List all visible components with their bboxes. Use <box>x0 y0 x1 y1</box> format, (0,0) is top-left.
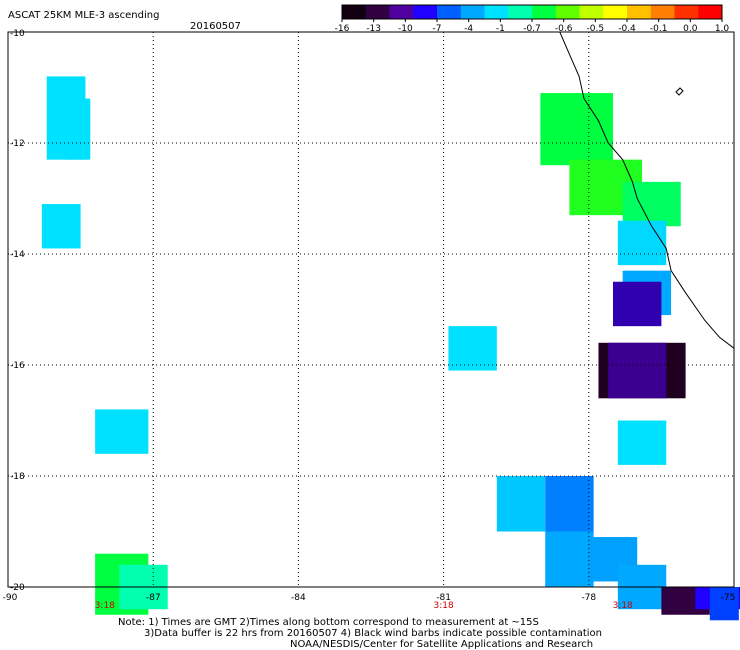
colorbar-label: -16 <box>335 24 350 34</box>
wind-cell-23 <box>709 587 739 621</box>
colorbar-swatch <box>437 5 462 19</box>
island-outline <box>675 87 684 96</box>
wind-cell-3 <box>95 409 149 454</box>
colorbar-swatch <box>603 5 628 19</box>
colorbar-swatch <box>698 5 723 19</box>
lat-tick-label: -14 <box>10 250 25 260</box>
colorbar-swatch <box>532 5 557 19</box>
colorbar-label: -1 <box>496 24 505 34</box>
product-date: 20160507 <box>190 21 241 32</box>
wind-cell-8 <box>545 476 594 532</box>
lat-tick-label: -16 <box>10 361 25 371</box>
colorbar-label: -0.1 <box>650 24 668 34</box>
lon-tick-label: -78 <box>581 593 596 603</box>
wind-cell-9 <box>545 531 594 587</box>
wind-cell-17 <box>613 281 662 327</box>
time-label: 3:18 <box>95 601 115 611</box>
lon-tick-label: -90 <box>3 593 18 603</box>
colorbar-swatch <box>650 5 675 19</box>
lat-tick-label: -20 <box>10 583 25 593</box>
lon-tick-label: -75 <box>721 593 736 603</box>
colorbar-swatch <box>555 5 580 19</box>
lon-tick-label: -87 <box>146 593 161 603</box>
wind-cells-layer <box>41 76 740 621</box>
colorbar-label: -7 <box>433 24 442 34</box>
wind-cell-6 <box>448 326 497 371</box>
wind-cell-14 <box>622 181 681 227</box>
colorbar-swatch <box>508 5 533 19</box>
colorbar-swatch <box>365 5 390 19</box>
colorbar-label: -10 <box>398 24 413 34</box>
colorbar-label: 0.0 <box>683 24 698 34</box>
colorbar-swatch <box>674 5 699 19</box>
longitude-tick-labels: -90 -87 -84 -81 -78 -75 <box>3 593 736 603</box>
colorbar-label: 1.0 <box>715 24 730 34</box>
colorbar-labels: -16 -13 -10 -7 -4 -1 -0.7 -0.6 -0.5 -0.4 -0.1 0.0 1.… <box>335 24 730 34</box>
wind-cell-20 <box>617 420 667 465</box>
lon-tick-label: -84 <box>291 593 306 603</box>
colorbar-label: -0.5 <box>587 24 605 34</box>
wind-cell-12 <box>540 93 613 166</box>
lon-tick-label: -81 <box>436 593 451 603</box>
latitude-tick-labels: -10 -12 -14 -16 -18 -20 <box>10 29 25 593</box>
colorbar-swatch <box>389 5 414 19</box>
colorbar-label: -4 <box>464 24 473 34</box>
lat-tick-label: -10 <box>10 29 25 39</box>
wind-cell-15 <box>617 220 667 266</box>
colorbar-label: -0.7 <box>523 24 541 34</box>
product-title: ASCAT 25KM MLE-3 ascending <box>8 10 159 21</box>
time-label: 3:18 <box>613 601 633 611</box>
colorbar-label: -13 <box>366 24 381 34</box>
wind-cell-2 <box>41 204 81 249</box>
colorbar-swatch <box>484 5 509 19</box>
lat-tick-label: -12 <box>10 139 25 149</box>
wind-cell-19 <box>608 342 667 399</box>
coastline <box>559 31 735 349</box>
colorbar-swatch <box>579 5 604 19</box>
note-line-1: Note: 1) Times are GMT 2)Times along bot… <box>118 617 539 628</box>
colorbar-swatch <box>627 5 652 19</box>
lat-tick-label: -18 <box>10 472 25 482</box>
wind-cell-7 <box>496 476 546 532</box>
note-line-2: 3)Data buffer is 22 hrs from 20160507 4)… <box>144 628 602 639</box>
colorbar <box>341 4 723 22</box>
colorbar-swatch <box>460 5 485 19</box>
map-frame <box>7 31 735 588</box>
colorbar-swatch <box>413 5 438 19</box>
colorbar-label: -0.4 <box>618 24 636 34</box>
wind-cell-1 <box>66 98 91 160</box>
time-labels: 3:18 3:18 3:18 <box>95 601 633 611</box>
colorbar-label: -0.6 <box>555 24 573 34</box>
note-line-3: NOAA/NESDIS/Center for Satellite Applica… <box>290 639 593 650</box>
colorbar-swatch <box>342 5 367 19</box>
time-label: 3:18 <box>433 601 453 611</box>
